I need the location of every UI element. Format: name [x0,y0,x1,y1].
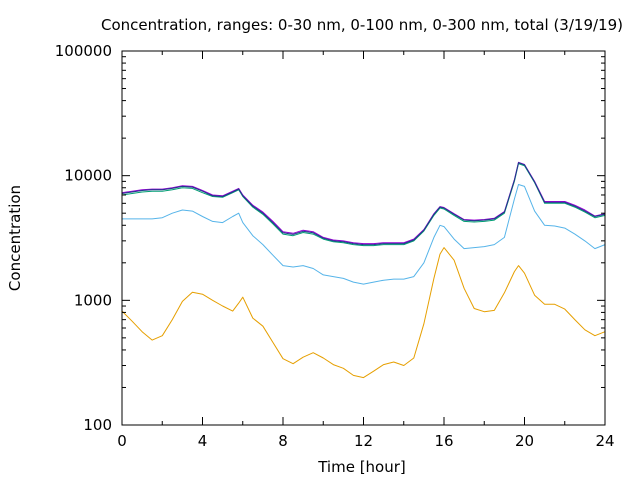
chart-title: Concentration, ranges: 0-30 nm, 0-100 nm… [101,16,623,34]
y-tick-label: 100 [83,416,112,434]
ticks-layer: 0 4 8 12 16 20 24 100 1000 10000 100000 [55,42,615,450]
x-tick-label: 8 [278,432,288,450]
y-tick-label: 10000 [64,167,112,185]
y-axis-label: Concentration [6,185,24,291]
series-line-3 [121,163,606,247]
series-line-1 [121,247,606,379]
y-tick-label: 1000 [74,291,112,309]
series-line-2 [122,184,606,285]
x-axis-label: Time [hour] [317,458,406,476]
x-tick-label: 4 [198,432,208,450]
series-line-4 [121,161,606,245]
x-tick-label: 16 [434,432,453,450]
x-tick-label: 12 [354,432,373,450]
x-tick-label: 0 [117,432,127,450]
y-tick-label: 100000 [55,42,112,60]
plot-frame [121,50,606,426]
series-layer [121,161,606,379]
x-tick-label: 24 [595,432,614,450]
series-line-5 [121,162,606,246]
x-tick-label: 20 [515,432,534,450]
